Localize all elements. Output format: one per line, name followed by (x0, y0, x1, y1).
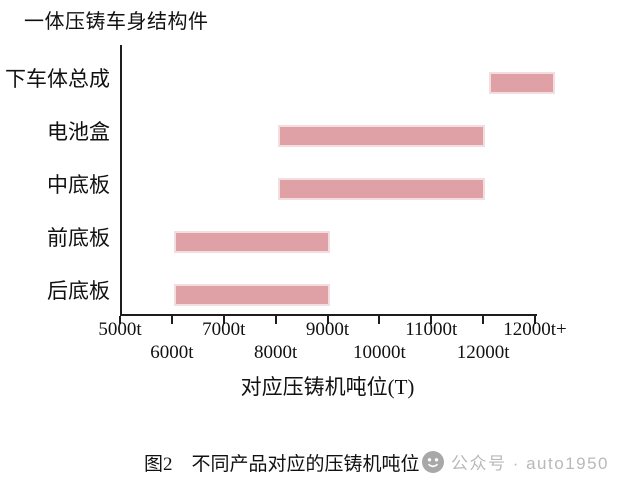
x-axis-tick-label: 8000t (253, 342, 298, 363)
x-axis-tick (378, 316, 381, 324)
x-axis-tick-label: 5000t (98, 319, 142, 340)
x-axis-tick (430, 316, 433, 324)
chart-bar (277, 178, 486, 200)
x-axis-tick-label: 11000t (405, 319, 458, 340)
wechat-official-account-icon (422, 450, 444, 473)
x-axis-tick-label: 7000t (202, 319, 246, 340)
chart-bar (173, 231, 330, 253)
figure-caption: 图2 不同产品对应的压铸机吨位 (144, 454, 420, 475)
category-label: 后底板 (47, 279, 110, 303)
x-axis-tick (119, 316, 121, 324)
x-axis: 5000t 6000t 7000t 8000t 9000t 10000t 11000t 120… (98, 316, 567, 386)
chart-bar (277, 125, 486, 147)
category-label: 下车体总成 (5, 67, 110, 91)
plot-area (120, 45, 556, 316)
x-axis-tick (274, 316, 277, 324)
x-axis-tick-label: 12000t (456, 342, 510, 363)
x-axis-tick (326, 316, 329, 324)
x-axis-tick (482, 316, 485, 324)
chart-bar (173, 284, 330, 306)
x-axis-tick-label: 12000t+ (503, 319, 567, 340)
watermark-text: 公众号 · auto1950 (451, 454, 610, 473)
chart-bar (488, 72, 556, 94)
x-axis-tick (170, 316, 173, 324)
x-axis-tick-label: 9000t (305, 319, 350, 340)
x-axis-tick (222, 316, 225, 324)
x-axis-tick-label: 10000t (352, 342, 406, 363)
x-axis-tick (534, 316, 536, 324)
category-label: 中底板 (47, 173, 110, 197)
category-label: 电池盒 (47, 120, 110, 144)
category-label: 前底板 (47, 226, 110, 250)
chart-title: 一体压铸车身结构件 (24, 11, 209, 33)
x-axis-title: 对应压铸机吨位(T) (240, 375, 415, 399)
x-axis-tick-label: 6000t (150, 342, 194, 363)
watermark: 公众号 · auto1950 (421, 449, 609, 474)
